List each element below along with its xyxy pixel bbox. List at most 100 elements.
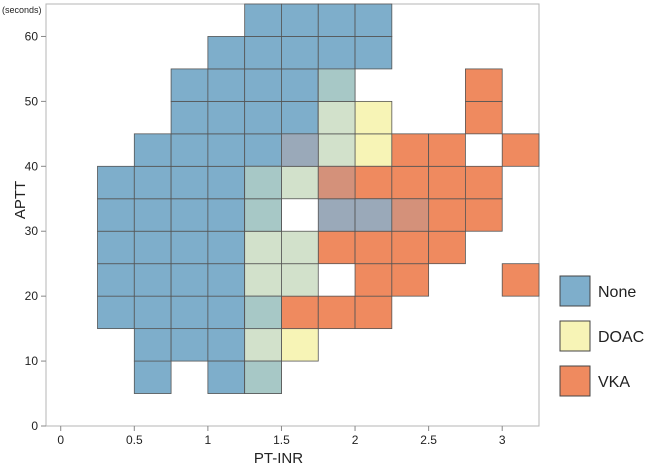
cell-none — [170, 328, 209, 362]
y-unit-label: (seconds) — [2, 5, 42, 15]
cell-none — [244, 133, 282, 167]
cell-none — [281, 68, 319, 102]
cell-vka — [428, 230, 466, 265]
cell-vka — [391, 230, 430, 265]
cell-vka — [465, 165, 503, 200]
cells-layer — [97, 3, 540, 394]
y-tick-label: 20 — [25, 289, 39, 303]
cell-none — [207, 360, 246, 394]
y-tick-label: 60 — [25, 29, 39, 43]
cell-none — [244, 68, 282, 102]
cell-none-doac — [317, 133, 356, 167]
cell-none — [207, 230, 246, 265]
cell-none — [244, 100, 282, 135]
cell-vka — [317, 295, 356, 330]
cell-doac — [281, 328, 319, 362]
cell-none-doac-strong — [244, 295, 282, 330]
cell-vka — [391, 263, 430, 297]
y-tick-label: 10 — [25, 354, 39, 368]
cell-none — [244, 36, 282, 70]
cell-none — [133, 198, 172, 232]
cell-none-doac-strong — [244, 360, 282, 394]
cell-none — [170, 165, 209, 200]
cell-none — [207, 165, 246, 200]
cell-none-doac-strong — [317, 68, 356, 102]
x-axis-title: PT-INR — [254, 450, 303, 467]
cell-none — [207, 328, 246, 362]
cell-none-doac — [244, 263, 282, 297]
cell-vka — [428, 165, 466, 200]
cell-vka — [428, 133, 466, 167]
y-axis-title: APTT — [12, 181, 29, 219]
cell-vka — [354, 263, 393, 297]
cell-vka — [465, 100, 503, 135]
cell-none — [170, 263, 209, 297]
x-tick-label: 0 — [57, 433, 64, 447]
cell-none — [97, 198, 135, 232]
cell-none — [354, 3, 393, 37]
cell-none — [133, 360, 172, 394]
cell-vka — [354, 165, 393, 200]
cell-none — [97, 230, 135, 265]
cell-none — [281, 36, 319, 70]
y-tick-label: 50 — [25, 94, 39, 108]
cell-none — [170, 133, 209, 167]
legend-swatch-doac — [559, 320, 591, 352]
cell-none — [207, 36, 246, 70]
cell-vka — [501, 263, 540, 297]
cell-none-doac-strong — [244, 165, 282, 200]
legend: None DOAC VKA — [559, 275, 644, 397]
cell-none — [133, 165, 172, 200]
cell-none — [133, 230, 172, 265]
cell-none — [317, 3, 356, 37]
y-axis: 0 10 20 30 40 50 60 — [25, 29, 46, 433]
cell-none — [133, 295, 172, 330]
cell-vka — [428, 198, 466, 232]
cell-none — [170, 68, 209, 102]
x-tick-label: 2.5 — [420, 433, 437, 447]
legend-swatch-none — [559, 275, 591, 307]
cell-none-vka — [317, 198, 356, 232]
cell-none — [170, 295, 209, 330]
cell-none — [170, 100, 209, 135]
cell-none — [170, 230, 209, 265]
cell-none-doac-strong — [244, 198, 282, 232]
cell-none-doac — [244, 230, 282, 265]
cell-none-doac — [281, 165, 319, 200]
y-tick-label: 0 — [31, 419, 38, 433]
cell-none — [244, 3, 282, 37]
x-tick-label: 0.5 — [126, 433, 143, 447]
cell-vka-doac — [391, 198, 430, 232]
cell-none — [170, 198, 209, 232]
x-tick-label: 3 — [499, 433, 506, 447]
cell-vka — [354, 295, 393, 330]
cell-none — [207, 263, 246, 297]
cell-none — [207, 198, 246, 232]
cell-vka — [281, 295, 319, 330]
cell-doac — [354, 133, 393, 167]
x-tick-label: 1.5 — [273, 433, 290, 447]
cell-none — [133, 328, 172, 362]
cell-none — [207, 68, 246, 102]
legend-label-none: None — [598, 284, 636, 301]
cell-none-vka — [281, 133, 319, 167]
cell-vka-doac — [317, 165, 356, 200]
cell-none — [133, 263, 172, 297]
cell-none — [207, 295, 246, 330]
cell-none — [317, 36, 356, 70]
x-axis: 0 0.5 1 1.5 2 2.5 3 — [57, 426, 506, 447]
legend-label-vka: VKA — [598, 374, 630, 391]
cell-none — [281, 100, 319, 135]
legend-swatch-vka — [559, 365, 591, 397]
cell-none-doac — [281, 263, 319, 297]
cell-vka — [465, 198, 503, 232]
cell-none — [133, 133, 172, 167]
cell-none — [97, 263, 135, 297]
cell-none — [207, 133, 246, 167]
cell-vka — [354, 230, 393, 265]
cell-doac — [354, 100, 393, 135]
cell-none — [354, 36, 393, 70]
cell-vka — [501, 133, 540, 167]
cell-none-doac — [281, 230, 319, 265]
cell-vka — [391, 133, 430, 167]
